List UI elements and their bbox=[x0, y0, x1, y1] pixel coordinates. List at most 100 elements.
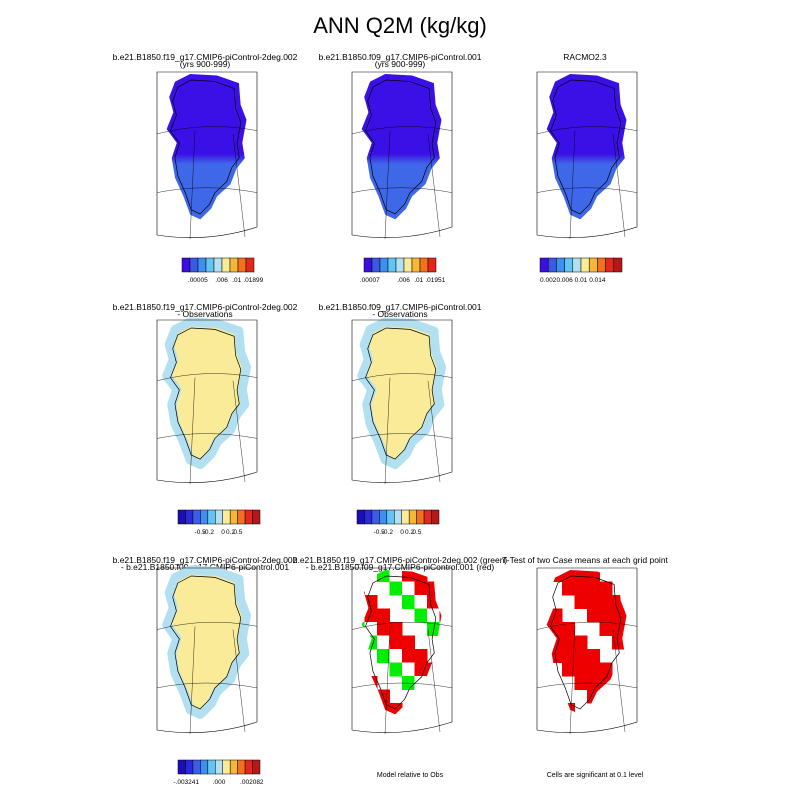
cell bbox=[612, 689, 625, 704]
cell bbox=[439, 608, 442, 623]
colorbar-box bbox=[431, 509, 440, 525]
cell bbox=[599, 703, 613, 715]
colorbar-label: 0.006 bbox=[556, 277, 573, 284]
colorbar-box bbox=[423, 509, 432, 525]
land-field bbox=[546, 74, 627, 220]
colorbar-box bbox=[371, 509, 380, 525]
colorbar-label: -.003241 bbox=[173, 779, 199, 786]
colorbar-box bbox=[252, 759, 261, 775]
colorbar-box bbox=[215, 759, 223, 775]
cell bbox=[389, 622, 403, 636]
colorbar-label: .01 bbox=[414, 277, 423, 284]
colorbar-box bbox=[395, 257, 405, 273]
colorbar-box bbox=[547, 257, 557, 273]
cell bbox=[549, 635, 563, 650]
cell bbox=[361, 581, 365, 596]
cell bbox=[377, 703, 390, 715]
map bbox=[156, 565, 258, 735]
cell bbox=[599, 689, 613, 704]
cell bbox=[624, 570, 627, 582]
grid-lon bbox=[384, 130, 441, 240]
cell bbox=[575, 717, 588, 731]
cell bbox=[562, 703, 575, 715]
cell bbox=[587, 649, 600, 663]
panel-note: Cells are significant at 0.1 level bbox=[547, 772, 644, 779]
colorbar-box bbox=[408, 509, 417, 525]
colorbar-box bbox=[177, 759, 186, 775]
grid-lat bbox=[351, 621, 453, 689]
cell bbox=[389, 635, 403, 650]
cell bbox=[402, 635, 415, 650]
grid-lon bbox=[569, 130, 626, 240]
cell bbox=[377, 608, 390, 623]
colorbar-box bbox=[416, 509, 425, 525]
colorbar-box bbox=[229, 759, 238, 775]
land-field bbox=[166, 74, 247, 220]
colorbar-label: -0.2 bbox=[203, 529, 215, 536]
colorbar-box bbox=[177, 509, 186, 525]
cell bbox=[587, 581, 600, 596]
cell bbox=[364, 635, 378, 650]
colorbar-box bbox=[588, 257, 598, 273]
cell bbox=[574, 595, 588, 609]
colorbar-box bbox=[539, 257, 549, 273]
cell bbox=[414, 689, 428, 704]
cell bbox=[624, 622, 627, 636]
cell bbox=[546, 703, 550, 715]
cell bbox=[574, 581, 588, 596]
colorbar-label: 0.5 bbox=[233, 529, 242, 536]
map bbox=[351, 567, 453, 735]
cell bbox=[365, 717, 378, 731]
colorbar-label: .00007 bbox=[360, 277, 380, 284]
map-frame bbox=[156, 567, 258, 733]
grid-lat bbox=[156, 373, 258, 439]
colorbar-label: .006 bbox=[397, 277, 410, 284]
colorbar-box bbox=[200, 759, 209, 775]
cell bbox=[414, 662, 428, 677]
colorbar-box bbox=[371, 257, 381, 273]
cell bbox=[402, 717, 415, 731]
cell bbox=[624, 608, 627, 623]
cell bbox=[562, 662, 575, 677]
colorbar-box bbox=[379, 257, 389, 273]
colorbar-box bbox=[215, 509, 223, 525]
colorbar-box bbox=[605, 257, 615, 273]
cells bbox=[361, 570, 442, 731]
cell bbox=[612, 635, 625, 650]
panel-title: - b.e21.B1850.f09_g17.CMIP6-piControl.00… bbox=[306, 562, 495, 572]
grid-lon bbox=[384, 377, 441, 485]
colorbar-box bbox=[222, 759, 231, 775]
panel-title: b.e21.B1850.f19_g17.CMIP6-piControl-2deg… bbox=[113, 555, 298, 565]
cell bbox=[402, 662, 415, 677]
colorbar-box bbox=[244, 759, 253, 775]
cell bbox=[587, 595, 600, 609]
cell bbox=[402, 595, 415, 609]
cell bbox=[587, 662, 600, 677]
colorbar-box bbox=[222, 509, 231, 525]
colorbar-box bbox=[237, 257, 247, 273]
coastline bbox=[550, 79, 622, 215]
cells bbox=[546, 570, 627, 731]
grid-lon bbox=[569, 626, 626, 735]
cell bbox=[599, 595, 613, 609]
panel-title: T-Test of two Case means at each grid po… bbox=[502, 555, 668, 565]
cell bbox=[414, 649, 428, 663]
colorbar-box bbox=[386, 509, 395, 525]
cell bbox=[414, 608, 428, 623]
cell bbox=[612, 608, 625, 623]
colorbar-label: 0 bbox=[221, 529, 225, 536]
cell bbox=[599, 622, 613, 636]
colorbar-box bbox=[205, 257, 215, 273]
cell bbox=[549, 608, 563, 623]
grid-lat bbox=[536, 126, 638, 193]
colorbar-label: .000 bbox=[213, 779, 226, 786]
cell bbox=[361, 662, 365, 677]
colorbar-label: 0.2 bbox=[226, 529, 235, 536]
cell bbox=[364, 703, 378, 715]
cell bbox=[427, 595, 440, 609]
cell bbox=[389, 570, 403, 582]
cell bbox=[439, 676, 442, 690]
colorbar-box bbox=[229, 509, 238, 525]
cell bbox=[439, 635, 442, 650]
